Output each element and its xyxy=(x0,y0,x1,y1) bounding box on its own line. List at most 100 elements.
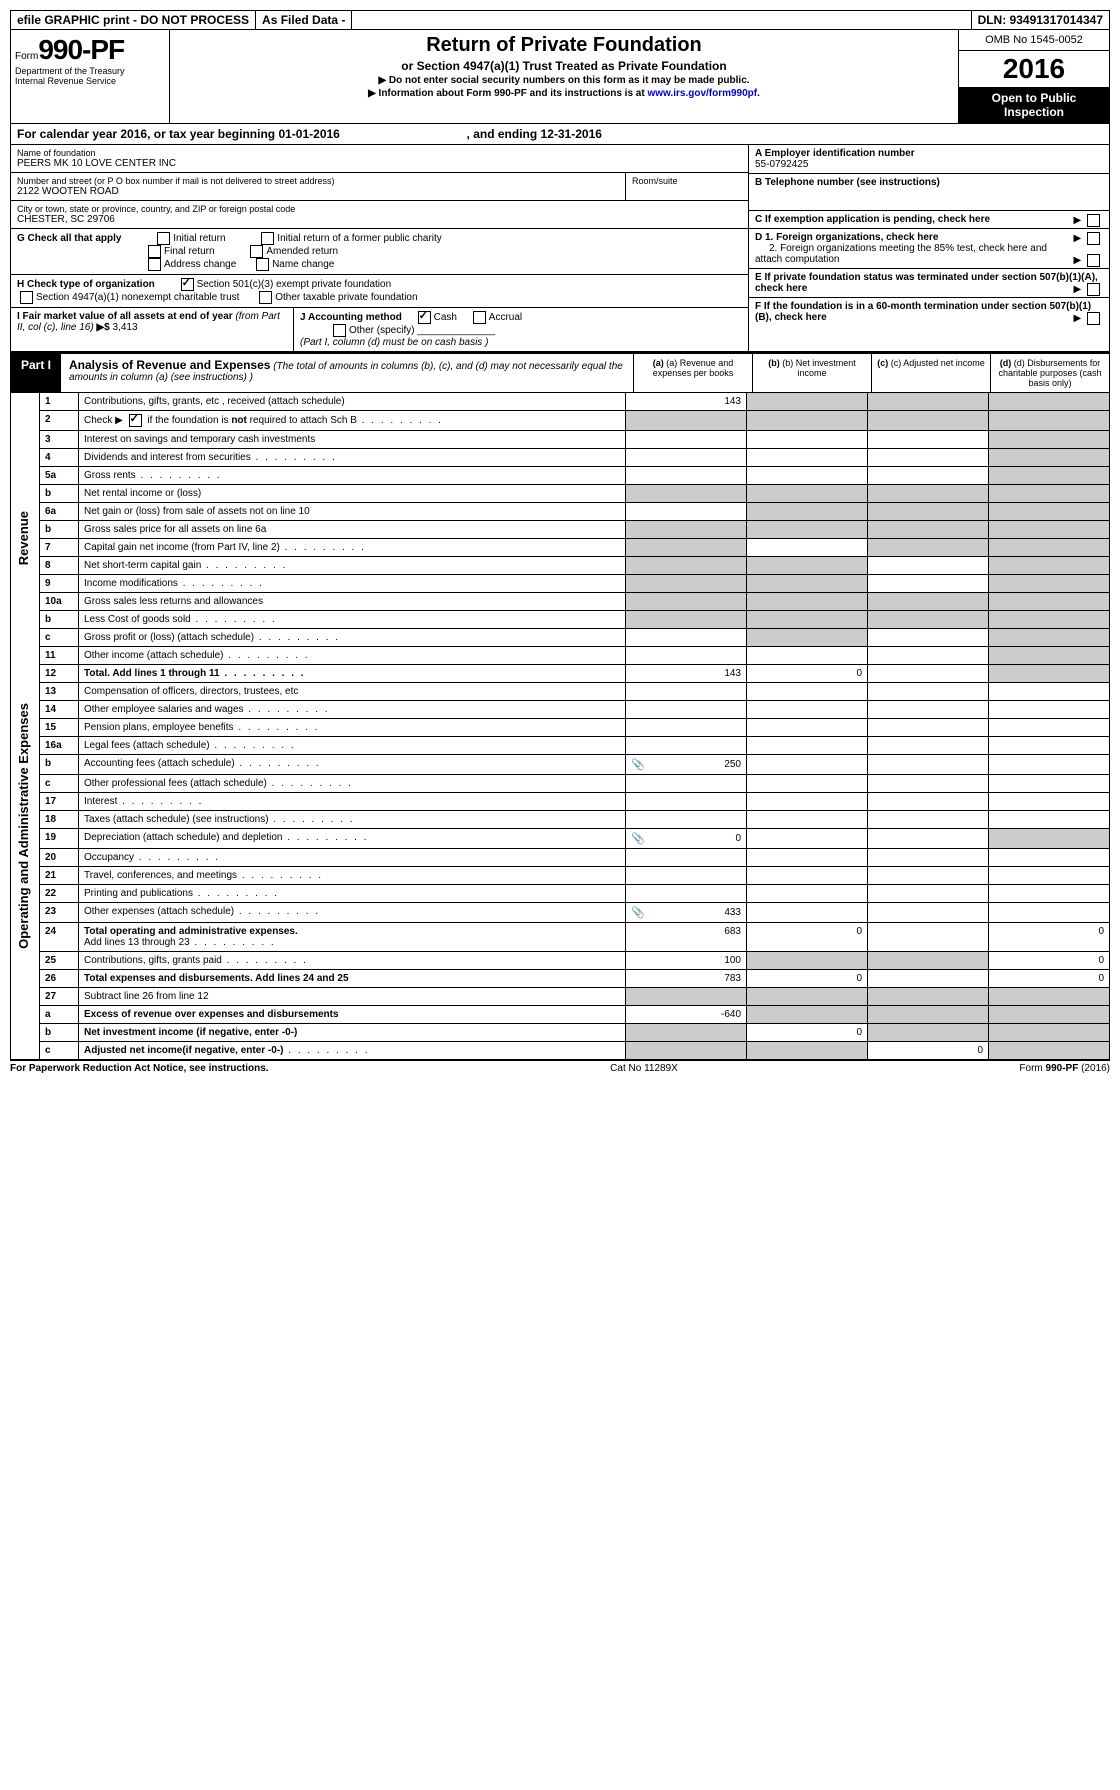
form-header: Form990-PF Department of the Treasury In… xyxy=(10,30,1110,124)
address-change-checkbox[interactable] xyxy=(148,258,161,271)
street-address: 2122 WOOTEN ROAD xyxy=(17,186,619,197)
city-state-zip: CHESTER, SC 29706 xyxy=(17,214,742,225)
table-row: 2 Check ▶ if the foundation is not requi… xyxy=(11,411,1110,431)
table-row: 24Total operating and administrative exp… xyxy=(11,923,1110,952)
box-e-cell: E If private foundation status was termi… xyxy=(749,269,1109,298)
tax-year: 2016 xyxy=(959,51,1109,87)
attachment-icon[interactable]: 📎 xyxy=(631,832,645,845)
table-row: Revenue 1 Contributions, gifts, grants, … xyxy=(11,393,1110,411)
table-row: aExcess of revenue over expenses and dis… xyxy=(11,1006,1110,1024)
omb-number: OMB No 1545-0052 xyxy=(959,30,1109,51)
form-subtitle: or Section 4947(a)(1) Trust Treated as P… xyxy=(178,59,950,73)
part1-table: Revenue 1 Contributions, gifts, grants, … xyxy=(10,393,1110,1060)
table-row: 12Total. Add lines 1 through 111430 xyxy=(11,665,1110,683)
former-charity-checkbox[interactable] xyxy=(261,232,274,245)
col-b-header: (b) (b) Net investment income xyxy=(752,354,871,392)
entity-info-grid: Name of foundation PEERS MK 10 LOVE CENT… xyxy=(10,145,1110,352)
table-row: 6aNet gain or (loss) from sale of assets… xyxy=(11,503,1110,521)
box-c-cell: C If exemption application is pending, c… xyxy=(749,211,1109,229)
table-row: 23Other expenses (attach schedule)📎433 xyxy=(11,903,1110,923)
open-to-public: Open to Public Inspection xyxy=(959,87,1109,123)
table-row: cGross profit or (loss) (attach schedule… xyxy=(11,629,1110,647)
form-meta-box: OMB No 1545-0052 2016 Open to Public Ins… xyxy=(958,30,1109,123)
foundation-name: PEERS MK 10 LOVE CENTER INC xyxy=(17,158,742,169)
efile-header-bar: efile GRAPHIC print - DO NOT PROCESS As … xyxy=(10,10,1110,30)
topbar-spacer xyxy=(352,11,971,29)
irs-label: Internal Revenue Service xyxy=(15,76,165,86)
table-row: cAdjusted net income(if negative, enter … xyxy=(11,1042,1110,1060)
dln-number: DLN: 93491317014347 xyxy=(972,11,1109,29)
foreign-85pct-checkbox[interactable] xyxy=(1087,254,1100,267)
catalog-number: Cat No 11289X xyxy=(610,1063,678,1074)
form-id-box: Form990-PF Department of the Treasury In… xyxy=(11,30,170,123)
box-f-cell: F If the foundation is in a 60-month ter… xyxy=(749,298,1109,326)
efile-notice: efile GRAPHIC print - DO NOT PROCESS xyxy=(11,11,256,29)
exemption-pending-checkbox[interactable] xyxy=(1087,214,1100,227)
other-method-checkbox[interactable] xyxy=(333,324,346,337)
attachment-icon[interactable]: 📎 xyxy=(631,758,645,771)
box-d-cell: D 1. Foreign organizations, check here ▶… xyxy=(749,229,1109,269)
accrual-checkbox[interactable] xyxy=(473,311,486,324)
name-change-checkbox[interactable] xyxy=(256,258,269,271)
table-row: 14Other employee salaries and wages xyxy=(11,701,1110,719)
table-row: cOther professional fees (attach schedul… xyxy=(11,775,1110,793)
table-row: 25Contributions, gifts, grants paid1000 xyxy=(11,952,1110,970)
table-row: bLess Cost of goods sold xyxy=(11,611,1110,629)
table-row: 21Travel, conferences, and meetings xyxy=(11,867,1110,885)
table-row: 3Interest on savings and temporary cash … xyxy=(11,431,1110,449)
table-row: 20Occupancy xyxy=(11,849,1110,867)
table-row: 22Printing and publications xyxy=(11,885,1110,903)
i-j-row: I Fair market value of all assets at end… xyxy=(11,308,748,351)
ein-value: 55-0792425 xyxy=(755,159,1103,170)
table-row: 5aGross rents xyxy=(11,467,1110,485)
501c3-checkbox[interactable] xyxy=(181,278,194,291)
table-row: 26Total expenses and disbursements. Add … xyxy=(11,970,1110,988)
page-footer: For Paperwork Reduction Act Notice, see … xyxy=(10,1060,1110,1074)
form-title-box: Return of Private Foundation or Section … xyxy=(170,30,958,123)
part1-desc: Analysis of Revenue and Expenses (The to… xyxy=(61,354,633,392)
ein-cell: A Employer identification number 55-0792… xyxy=(749,145,1109,174)
col-a-header: (a) (a) Revenue and expenses per books xyxy=(633,354,752,392)
cash-checkbox[interactable] xyxy=(418,311,431,324)
final-return-checkbox[interactable] xyxy=(148,245,161,258)
table-row: bAccounting fees (attach schedule)📎250 xyxy=(11,755,1110,775)
city-state-cell: City or town, state or province, country… xyxy=(11,201,748,229)
as-filed-label: As Filed Data - xyxy=(256,11,352,29)
part1-label: Part I xyxy=(11,354,61,392)
foundation-name-cell: Name of foundation PEERS MK 10 LOVE CENT… xyxy=(11,145,748,173)
phone-cell: B Telephone number (see instructions) xyxy=(749,174,1109,211)
table-row: 15Pension plans, employee benefits xyxy=(11,719,1110,737)
irs-link[interactable]: www.irs.gov/form990pf xyxy=(647,88,757,99)
col-c-header: (c) (c) Adjusted net income xyxy=(871,354,990,392)
check-g-row: G Check all that apply Initial return In… xyxy=(11,229,748,275)
check-h-row: H Check type of organization Section 501… xyxy=(11,275,748,308)
table-row: 11Other income (attach schedule) xyxy=(11,647,1110,665)
treasury-dept: Department of the Treasury xyxy=(15,66,165,76)
table-row: 8Net short-term capital gain xyxy=(11,557,1110,575)
form-warning-1: ▶ Do not enter social security numbers o… xyxy=(178,75,950,86)
form-warning-2: ▶ Information about Form 990-PF and its … xyxy=(178,88,950,99)
60month-termination-checkbox[interactable] xyxy=(1087,312,1100,325)
status-terminated-checkbox[interactable] xyxy=(1087,283,1100,296)
4947a1-checkbox[interactable] xyxy=(20,291,33,304)
table-row: bNet rental income or (loss) xyxy=(11,485,1110,503)
foreign-org-checkbox[interactable] xyxy=(1087,232,1100,245)
other-taxable-checkbox[interactable] xyxy=(259,291,272,304)
address-row: Number and street (or P O box number if … xyxy=(11,173,748,201)
form-prefix: Form xyxy=(15,51,38,62)
amended-return-checkbox[interactable] xyxy=(250,245,263,258)
calendar-year-row: For calendar year 2016, or tax year begi… xyxy=(10,124,1110,145)
part1-header: Part I Analysis of Revenue and Expenses … xyxy=(10,352,1110,393)
room-suite-label: Room/suite xyxy=(632,176,742,186)
initial-return-checkbox[interactable] xyxy=(157,232,170,245)
table-row: bNet investment income (if negative, ent… xyxy=(11,1024,1110,1042)
attachment-icon[interactable]: 📎 xyxy=(631,906,645,919)
form-title: Return of Private Foundation xyxy=(178,34,950,57)
table-row: 19Depreciation (attach schedule) and dep… xyxy=(11,829,1110,849)
paperwork-notice: For Paperwork Reduction Act Notice, see … xyxy=(10,1063,269,1074)
table-row: 16aLegal fees (attach schedule) xyxy=(11,737,1110,755)
sch-b-not-required-checkbox[interactable] xyxy=(129,414,142,427)
table-row: Operating and Administrative Expenses 13… xyxy=(11,683,1110,701)
revenue-side-label: Revenue xyxy=(11,393,40,683)
col-d-header: (d) (d) Disbursements for charitable pur… xyxy=(990,354,1109,392)
